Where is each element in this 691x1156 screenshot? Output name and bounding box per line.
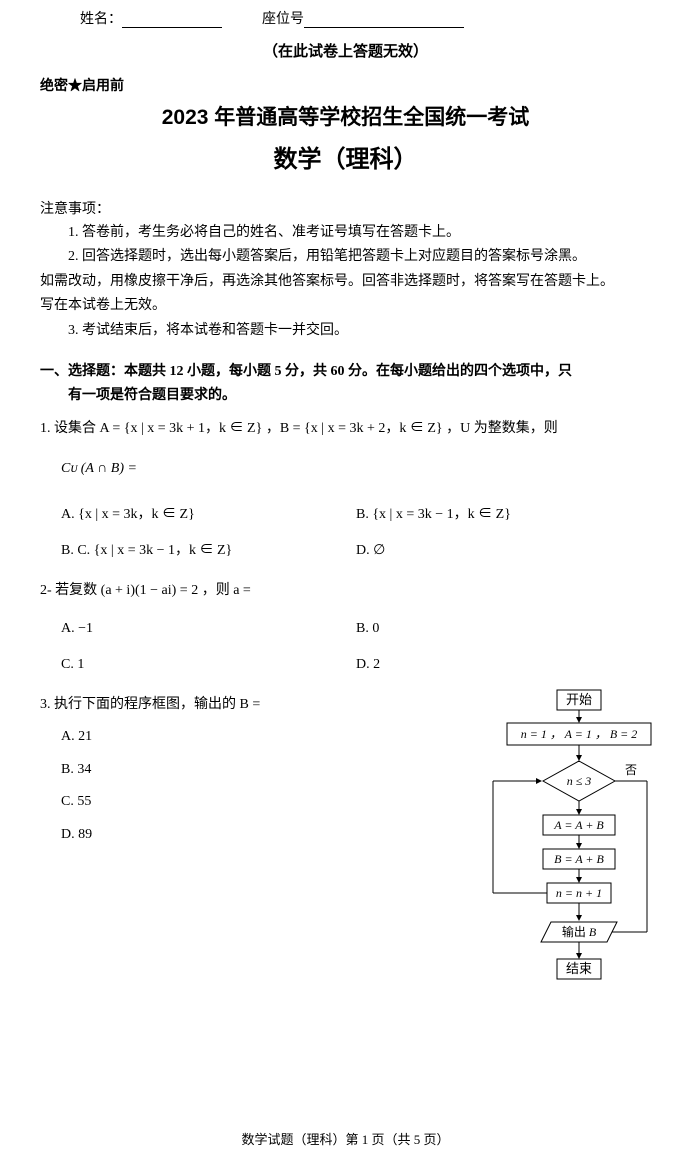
flowchart-diagram: 开始 n = 1 ， A = 1 ， B = 2 n ≤ 3 否 A = A +…	[439, 688, 679, 998]
fc-start: 开始	[566, 692, 592, 707]
seat-field: 座位号	[262, 8, 464, 28]
q3-options: A. 21 B. 34 C. 55 D. 89	[40, 724, 382, 848]
name-label: 姓名：	[80, 8, 122, 28]
fc-s3: n = n + 1	[556, 886, 602, 900]
name-field: 姓名：	[80, 8, 222, 28]
header-fields: 姓名： 座位号	[80, 8, 651, 28]
fc-end: 结束	[566, 961, 592, 976]
q2-optB: B. 0	[356, 616, 651, 643]
q1-optD: D. ∅	[356, 538, 651, 565]
q1-options: A. {x | x = 3k，k ∈ Z} B. {x | x = 3k − 1…	[40, 497, 651, 570]
page-footer: 数学试题（理科）第 1 页（共 5 页）	[0, 1129, 691, 1148]
notice-p1: 1. 答卷前，考生务必将自己的姓名、准考证号填写在答题卡上。	[40, 222, 651, 244]
seat-underline	[304, 14, 464, 28]
q2-options: A. −1 B. 0 C. 1 D. 2	[40, 611, 651, 684]
q3-optC: C. 55	[61, 789, 382, 816]
seat-label: 座位号	[262, 8, 304, 28]
notice-p3: 3. 考试结束后，将本试卷和答题卡一并交回。	[40, 320, 651, 342]
q2-optC: C. 1	[61, 652, 356, 679]
fc-s2: B = A + B	[554, 852, 604, 866]
q1-optB: B. {x | x = 3k − 1，k ∈ Z}	[356, 502, 651, 529]
notice-p2a: 2. 回答选择题时，选出每小题答案后，用铅笔把答题卡上对应题目的答案标号涂黑。	[40, 246, 651, 268]
notice-p2b: 如需改动，用橡皮擦干净后，再选涂其他答案标号。回答非选择题时，将答案写在答题卡上…	[40, 271, 651, 293]
subject-title: 数学（理科）	[40, 139, 651, 174]
fc-init: n = 1 ， A = 1 ， B = 2	[521, 727, 638, 741]
notice-heading: 注意事项：	[40, 198, 651, 218]
fc-no: 否	[625, 763, 637, 777]
q1-stem: 1. 设集合 A = {x | x = 3k + 1，k ∈ Z} ，B = {…	[40, 416, 651, 443]
q3-optB: B. 34	[61, 757, 382, 784]
q3-stem: 3. 执行下面的程序框图，输出的 B =	[40, 692, 382, 719]
seal-line: 绝密★启用前	[40, 75, 651, 95]
section1-line2: 有一项是符合题目要求的。	[68, 384, 651, 408]
paren-note: （在此试卷上答题无效）	[40, 40, 651, 61]
notice-p2c: 写在本试卷上无效。	[40, 295, 651, 317]
section1-line1: 一、选择题：本题共 12 小题，每小题 5 分，共 60 分。在每小题给出的四个…	[40, 360, 651, 384]
q1-expr: Cᴜ (A ∩ B) =	[61, 461, 137, 476]
q3-optA: A. 21	[61, 724, 382, 751]
q1-optA: A. {x | x = 3k，k ∈ Z}	[61, 502, 356, 529]
q1-optC: B. C. {x | x = 3k − 1，k ∈ Z}	[61, 538, 356, 565]
q2-optD: D. 2	[356, 652, 651, 679]
fc-s1: A = A + B	[553, 818, 604, 832]
exam-title: 2023 年普通高等学校招生全国统一考试	[40, 101, 651, 131]
q3-optD: D. 89	[61, 822, 382, 849]
question-3: 3. 执行下面的程序框图，输出的 B = A. 21 B. 34 C. 55 D…	[40, 692, 651, 855]
question-2: 2- 若复数 (a + i)(1 − ai) = 2 ，则 a = A. −1 …	[40, 578, 651, 684]
q2-stem: 2- 若复数 (a + i)(1 − ai) = 2 ，则 a =	[40, 578, 651, 605]
fc-cond: n ≤ 3	[567, 774, 592, 788]
name-underline	[122, 14, 222, 28]
question-1: 1. 设集合 A = {x | x = 3k + 1，k ∈ Z} ，B = {…	[40, 416, 651, 570]
fc-out: 输出 B	[562, 924, 597, 939]
q2-optA: A. −1	[61, 616, 356, 643]
